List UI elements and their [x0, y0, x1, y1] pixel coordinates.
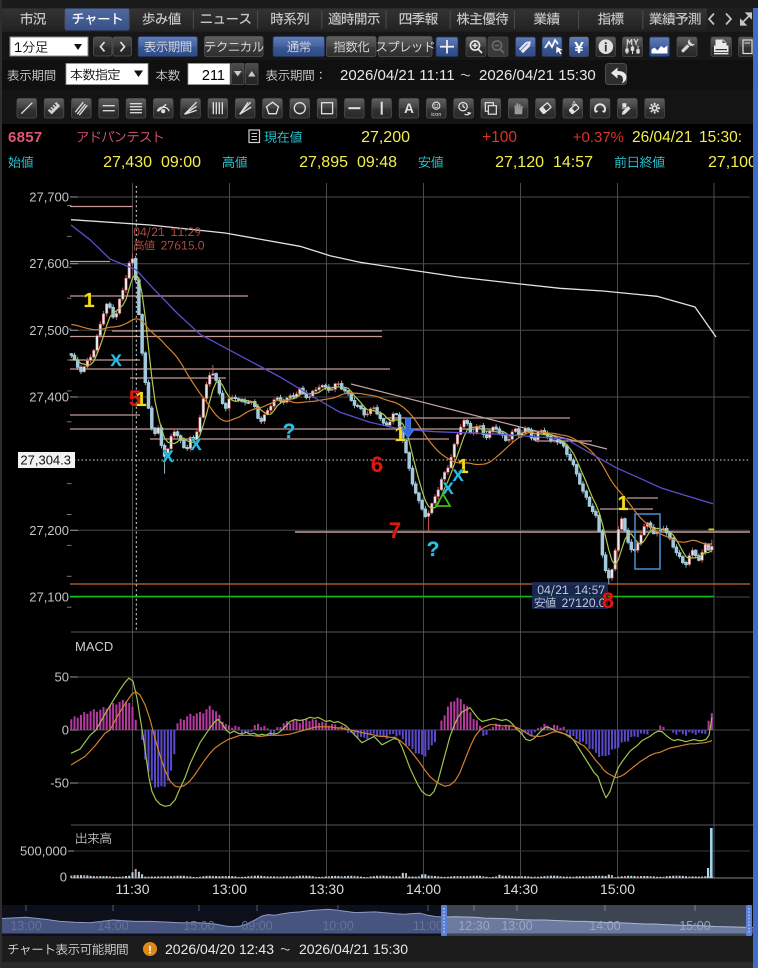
- svg-text:icon: icon: [431, 112, 441, 118]
- svg-text:27,430: 27,430: [103, 154, 152, 171]
- svg-text:2026/04/21 15:30: 2026/04/21 15:30: [479, 67, 596, 84]
- svg-text:1: 1: [457, 456, 468, 478]
- svg-text:A: A: [572, 101, 577, 108]
- svg-text:13:00: 13:00: [212, 881, 247, 897]
- svg-text:5: 5: [129, 386, 141, 411]
- svg-text:A: A: [404, 101, 414, 116]
- svg-text:50: 50: [55, 670, 69, 685]
- svg-text:211: 211: [202, 68, 225, 84]
- svg-text:14:30: 14:30: [503, 881, 538, 897]
- svg-text:14:00: 14:00: [97, 919, 128, 933]
- svg-text:!: !: [148, 945, 152, 957]
- svg-text:15:00: 15:00: [679, 919, 710, 933]
- svg-text:13:30: 13:30: [309, 881, 344, 897]
- svg-text:27,304.3: 27,304.3: [20, 453, 71, 468]
- svg-text:6857: 6857: [8, 129, 43, 146]
- svg-text:27,700: 27,700: [29, 190, 69, 205]
- svg-text:13:00: 13:00: [10, 919, 41, 933]
- svg-text:27,500: 27,500: [29, 323, 69, 338]
- svg-text:10:00: 10:00: [322, 919, 353, 933]
- svg-text:11:00: 11:00: [413, 919, 443, 933]
- svg-text:11:30: 11:30: [116, 881, 150, 897]
- svg-text:27,600: 27,600: [29, 256, 69, 271]
- svg-text:X: X: [452, 466, 464, 485]
- svg-text:09:00: 09:00: [241, 919, 272, 933]
- svg-text:1: 1: [135, 389, 146, 411]
- svg-text:6: 6: [371, 452, 383, 477]
- svg-text:0: 0: [62, 723, 69, 738]
- svg-text:0: 0: [60, 870, 67, 885]
- svg-text:09:48: 09:48: [357, 154, 397, 171]
- svg-text:2026/04/20 12:43: 2026/04/20 12:43: [165, 941, 274, 957]
- svg-text:1: 1: [83, 290, 94, 312]
- svg-text:1: 1: [394, 424, 405, 446]
- svg-text:X: X: [110, 351, 122, 370]
- svg-text:500,000: 500,000: [20, 844, 67, 859]
- svg-text:27,400: 27,400: [29, 390, 69, 405]
- svg-text:1: 1: [617, 493, 628, 515]
- svg-text:2026/04/21 11:11: 2026/04/21 11:11: [340, 67, 455, 84]
- svg-text:2026/04/21 15:30: 2026/04/21 15:30: [299, 941, 408, 957]
- svg-text:27,120: 27,120: [495, 154, 544, 171]
- svg-text:09:00: 09:00: [161, 154, 201, 171]
- svg-text:?: ?: [427, 538, 440, 561]
- svg-text:-50: -50: [50, 776, 69, 791]
- svg-text:+0.37%: +0.37%: [573, 129, 624, 146]
- svg-text:15:30:: 15:30:: [699, 129, 742, 146]
- svg-text:27,100: 27,100: [29, 590, 69, 605]
- svg-text:MACD: MACD: [75, 639, 113, 654]
- svg-text:+100: +100: [482, 129, 517, 146]
- svg-text:27,200: 27,200: [361, 129, 410, 146]
- svg-text:15:00: 15:00: [183, 919, 214, 933]
- svg-text:27,100: 27,100: [708, 154, 757, 171]
- svg-text:15:00: 15:00: [600, 881, 635, 897]
- svg-text:13:00: 13:00: [501, 919, 532, 933]
- svg-text:27,200: 27,200: [29, 523, 69, 538]
- svg-text:X: X: [190, 435, 202, 454]
- svg-text:X: X: [162, 447, 174, 466]
- svg-text:12:30: 12:30: [458, 919, 489, 933]
- svg-text:26/04/21: 26/04/21: [632, 129, 692, 146]
- svg-text:?: ?: [283, 420, 296, 443]
- svg-text:14:00: 14:00: [406, 881, 441, 897]
- svg-text:7: 7: [389, 518, 401, 543]
- svg-text:8: 8: [602, 588, 614, 613]
- svg-text:27,895: 27,895: [299, 154, 348, 171]
- svg-text:14:00: 14:00: [589, 919, 620, 933]
- svg-text:14:57: 14:57: [553, 154, 593, 171]
- svg-text:X: X: [442, 479, 454, 498]
